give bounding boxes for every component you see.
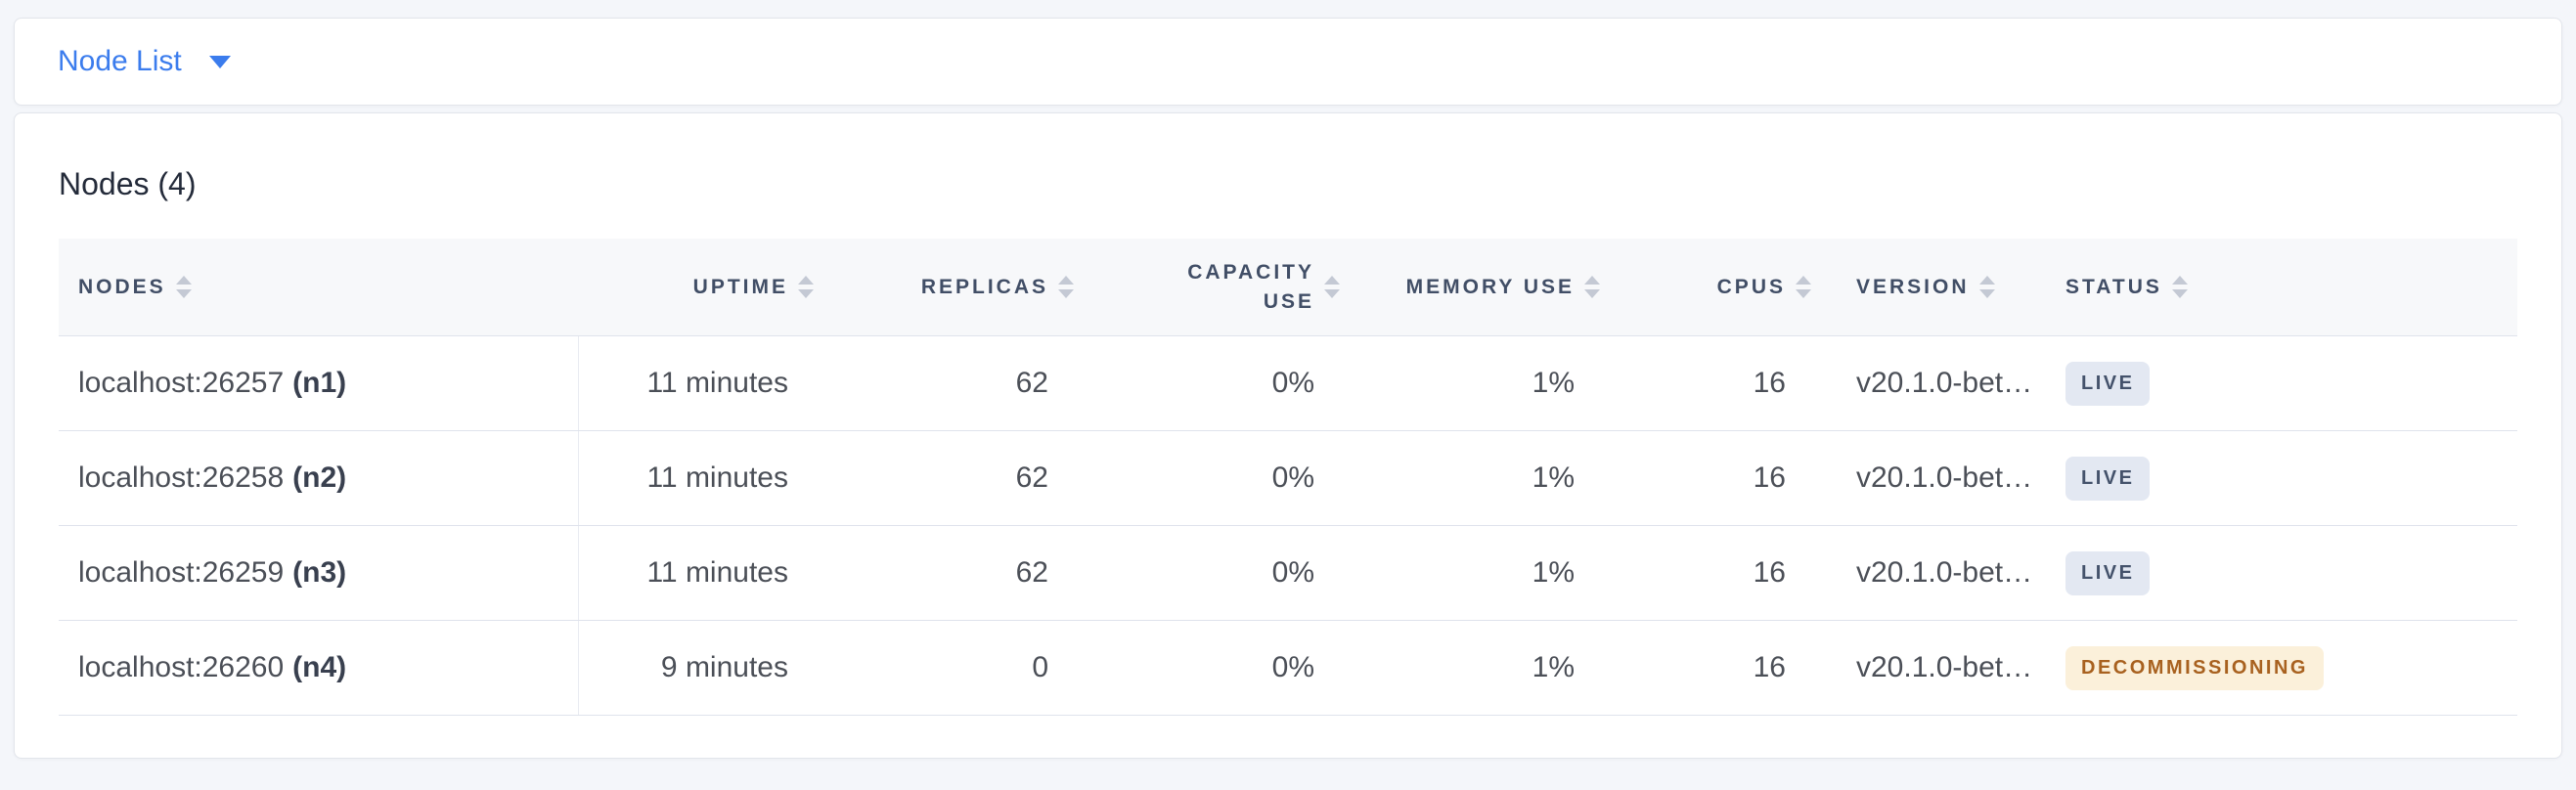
cell-capacity-use: 0% — [1271, 556, 1314, 589]
cell-nodes: localhost:26259 (n3) — [59, 526, 579, 620]
table-row: localhost:26259 (n3) 11 minutes 62 0% 1%… — [59, 526, 2517, 621]
table-row: localhost:26257 (n1) 11 minutes 62 0% 1%… — [59, 336, 2517, 431]
sort-arrows-icon[interactable] — [798, 276, 814, 298]
cell-replicas: 62 — [1015, 367, 1048, 399]
column-header-uptime[interactable]: UPTIME — [579, 239, 822, 335]
column-header-version[interactable]: VERSION — [1819, 239, 2050, 335]
cell-nodes: localhost:26260 (n4) — [59, 621, 579, 715]
cell-uptime: 11 minutes — [646, 367, 788, 399]
node-id: (n3) — [292, 556, 347, 589]
cell-version: v20.1.0-bet… — [1856, 556, 2033, 589]
table-row: localhost:26258 (n2) 11 minutes 62 0% 1%… — [59, 431, 2517, 526]
cell-version: v20.1.0-bet… — [1856, 367, 2033, 399]
node-list-dropdown[interactable]: Node List — [58, 47, 231, 76]
table-row: localhost:26260 (n4) 9 minutes 0 0% 1% 1… — [59, 621, 2517, 716]
node-address-link[interactable]: localhost:26260 — [78, 651, 285, 683]
cell-nodes: localhost:26258 (n2) — [59, 431, 579, 525]
sort-arrows-icon[interactable] — [1978, 276, 1995, 298]
cell-cpus: 16 — [1753, 367, 1786, 399]
status-badge: LIVE — [2065, 361, 2151, 406]
chevron-down-icon — [208, 55, 231, 68]
column-header-capacity-use[interactable]: CAPACITY USE — [1082, 239, 1348, 335]
cell-cpus: 16 — [1753, 556, 1786, 589]
cell-replicas: 62 — [1015, 556, 1048, 589]
column-header-memory-use[interactable]: MEMORY USE — [1348, 239, 1608, 335]
cell-status: DECOMMISSIONING — [2050, 621, 2517, 715]
cell-capacity-use: 0% — [1271, 367, 1314, 399]
cell-uptime: 9 minutes — [660, 651, 788, 683]
cell-uptime: 11 minutes — [646, 461, 788, 494]
node-address-link[interactable]: localhost:26259 — [78, 556, 285, 589]
view-selector-bar: Node List — [14, 18, 2562, 106]
cell-memory-use: 1% — [1532, 556, 1575, 589]
status-badge: LIVE — [2065, 456, 2151, 501]
cell-capacity-use: 0% — [1271, 461, 1314, 494]
cell-replicas: 0 — [1032, 651, 1048, 683]
sort-arrows-icon[interactable] — [175, 276, 192, 298]
column-header-cpus[interactable]: CPUS — [1608, 239, 1819, 335]
status-badge: LIVE — [2065, 550, 2151, 595]
cell-nodes: localhost:26257 (n1) — [59, 336, 579, 430]
node-id: (n2) — [292, 461, 347, 494]
cell-version: v20.1.0-bet… — [1856, 461, 2033, 494]
cell-memory-use: 1% — [1532, 367, 1575, 399]
node-id: (n1) — [292, 367, 347, 399]
sort-arrows-icon[interactable] — [2171, 276, 2188, 298]
cell-status: LIVE — [2050, 526, 2517, 620]
node-address-link[interactable]: localhost:26258 — [78, 461, 285, 494]
status-badge: DECOMMISSIONING — [2065, 645, 2324, 690]
node-id: (n4) — [292, 651, 347, 683]
cell-cpus: 16 — [1753, 651, 1786, 683]
table-header-row: NODES UPTIME REPLICAS CAPACITY USE MEMOR… — [59, 239, 2517, 336]
cell-replicas: 62 — [1015, 461, 1048, 494]
node-list-dropdown-label: Node List — [58, 45, 182, 77]
sort-arrows-icon[interactable] — [1058, 276, 1074, 298]
column-header-nodes[interactable]: NODES — [59, 239, 579, 335]
page-title: Nodes (4) — [59, 166, 197, 201]
cell-uptime: 11 minutes — [646, 556, 788, 589]
sort-arrows-icon[interactable] — [1324, 276, 1340, 298]
cell-version: v20.1.0-bet… — [1856, 651, 2033, 683]
column-header-status[interactable]: STATUS — [2050, 239, 2517, 335]
sort-arrows-icon[interactable] — [1584, 276, 1600, 298]
cell-capacity-use: 0% — [1271, 651, 1314, 683]
column-header-replicas[interactable]: REPLICAS — [822, 239, 1082, 335]
cell-memory-use: 1% — [1532, 651, 1575, 683]
nodes-panel: Nodes (4) NODES UPTIME REPLICAS CAPACITY… — [14, 112, 2562, 759]
sort-arrows-icon[interactable] — [1796, 276, 1811, 298]
cell-memory-use: 1% — [1532, 461, 1575, 494]
node-address-link[interactable]: localhost:26257 — [78, 367, 285, 399]
cell-cpus: 16 — [1753, 461, 1786, 494]
cell-status: LIVE — [2050, 431, 2517, 525]
nodes-table: NODES UPTIME REPLICAS CAPACITY USE MEMOR… — [59, 239, 2517, 716]
cell-status: LIVE — [2050, 336, 2517, 430]
